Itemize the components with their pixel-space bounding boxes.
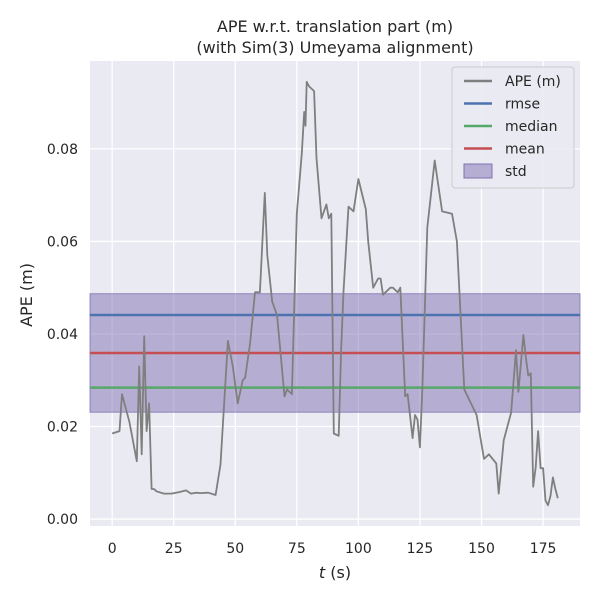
x-tick-label: 75: [288, 541, 306, 557]
y-tick-label: 0.02: [47, 420, 78, 436]
x-tick-label: 100: [345, 541, 372, 557]
y-tick-label: 0.08: [47, 142, 78, 158]
chart-title-line-2: (with Sim(3) Umeyama alignment): [196, 38, 473, 57]
legend-label: median: [505, 119, 557, 135]
y-tick-labels: 0.00 0.02 0.04 0.06 0.08: [47, 142, 78, 528]
x-tick-label: 0: [108, 541, 117, 557]
x-axis-label-unit: (s): [325, 563, 351, 582]
x-tick-label: 125: [407, 541, 434, 557]
legend-label: std: [505, 164, 527, 180]
ape-series-line: [111, 80, 559, 507]
y-tick-label: 0.00: [47, 512, 78, 528]
x-tick-label: 50: [226, 541, 244, 557]
x-tick-label: 25: [165, 541, 183, 557]
x-tick-labels: 0 25 50 75 100 125 150 175: [108, 541, 557, 557]
legend-frame: [451, 66, 575, 189]
x-tick-label: 175: [530, 541, 557, 557]
legend-swatch: [463, 163, 493, 179]
y-tick-label: 0.04: [47, 327, 78, 343]
x-axis-label-var: t: [319, 563, 326, 582]
y-axis-label: APE (m): [17, 263, 36, 327]
chart-title-line-1: APE w.r.t. translation part (m): [217, 17, 453, 36]
y-tick-label: 0.06: [47, 234, 78, 250]
legend: APE (m) rmse median mean std: [451, 66, 575, 189]
x-axis-label: t (s): [319, 563, 351, 582]
legend-label: APE (m): [505, 74, 561, 90]
legend-label: rmse: [505, 97, 540, 113]
x-tick-label: 150: [468, 541, 495, 557]
legend-label: mean: [505, 142, 545, 158]
